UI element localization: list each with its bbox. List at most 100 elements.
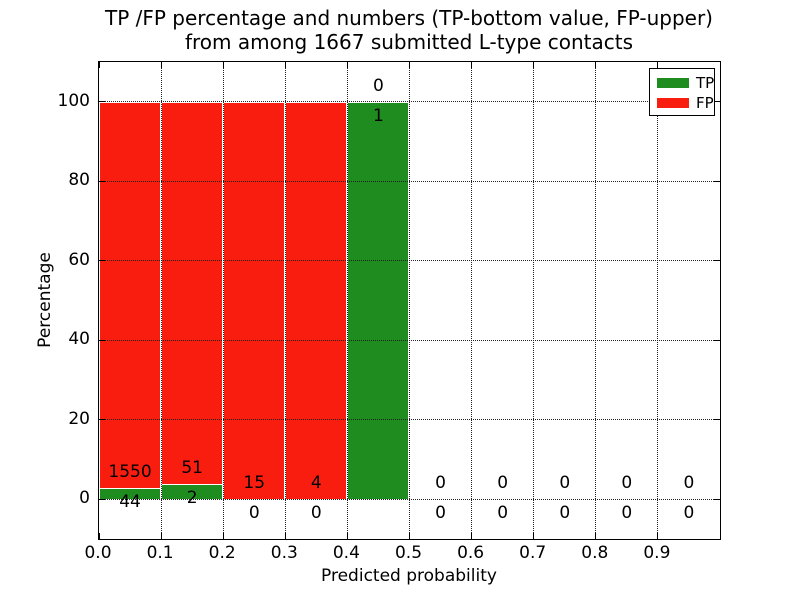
tp-bar-segment [161, 484, 224, 500]
fp-bar-segment [223, 101, 286, 500]
fp-count-label: 0 [373, 75, 384, 96]
y-tick-mark [99, 101, 105, 103]
legend-row-tp: TP [650, 73, 714, 93]
vertical-gridline [222, 62, 224, 539]
fp-count-label: 0 [435, 473, 446, 494]
y-tick-mark [714, 339, 720, 341]
x-tick-mark [471, 62, 473, 68]
grid-layer [99, 62, 720, 539]
x-tick-mark [284, 533, 286, 539]
bar-value-labels-layer: 1550 44 51 2 15 0 4 0 0 1 0 0 0 0 0 0 0 0 0 0 [99, 62, 720, 539]
y-tick-label: 40 [68, 329, 90, 350]
y-tick-mark [99, 498, 105, 500]
y-axis-label: Percentage [35, 252, 55, 348]
tp-count-label: 1 [373, 105, 384, 126]
fp-count-label: 51 [181, 458, 203, 479]
x-tick-label: 0.6 [457, 543, 485, 563]
legend-swatch-tp [657, 78, 689, 88]
x-axis-label: Predicted probability [321, 566, 497, 586]
y-tick-mark [99, 339, 105, 341]
x-tick-label: 0.1 [146, 543, 174, 563]
x-tick-mark [98, 533, 100, 539]
x-tick-mark [533, 533, 535, 539]
vertical-gridline [595, 62, 597, 539]
y-tick-label: 100 [57, 90, 90, 111]
tp-bar-segment [99, 488, 162, 500]
tp-count-label: 0 [683, 503, 695, 524]
fp-count-label: 0 [621, 473, 633, 494]
vertical-gridline [657, 62, 659, 539]
vertical-gridline [346, 62, 348, 539]
x-tick-label: 0.8 [581, 543, 609, 563]
x-tick-mark [222, 533, 224, 539]
x-tick-mark [222, 62, 224, 68]
x-tick-mark [160, 533, 162, 539]
tp-count-label: 0 [621, 503, 633, 524]
fp-bar-segment [285, 101, 348, 500]
y-tick-mark [99, 180, 105, 182]
y-tick-mark [714, 101, 720, 103]
x-tick-mark [409, 62, 410, 68]
y-tick-mark [99, 260, 105, 262]
legend: TP FP [649, 68, 715, 116]
x-tick-mark [346, 62, 348, 68]
x-tick-label: 0.2 [208, 543, 236, 563]
y-tick-label: 20 [68, 408, 90, 429]
tp-count-label: 2 [186, 488, 198, 509]
x-tick-label: 0.5 [394, 543, 423, 563]
x-tick-mark [595, 62, 597, 68]
x-tick-label: 0.7 [519, 543, 547, 563]
y-tick-mark [714, 260, 720, 262]
tp-count-label: 0 [497, 503, 509, 524]
x-tick-mark [471, 533, 473, 539]
y-tick-mark [99, 419, 105, 421]
fp-count-label: 0 [497, 473, 509, 494]
y-tick-mark [714, 180, 720, 182]
legend-swatch-fp [657, 98, 689, 108]
ticks-layer [98, 62, 720, 539]
y-tick-label: 0 [79, 488, 90, 509]
x-tick-mark [346, 533, 348, 539]
fp-bar-segment [99, 101, 162, 489]
vertical-gridline [160, 62, 162, 539]
x-tick-mark [409, 533, 410, 539]
x-tick-mark [98, 62, 100, 68]
x-tick-label: 0.9 [643, 543, 671, 563]
plot-area: 1550 44 51 2 15 0 4 0 0 1 0 0 0 0 0 0 0 0 0 0 TP FP [98, 61, 721, 540]
y-tick-label: 60 [68, 249, 90, 270]
y-tick-mark [714, 419, 720, 421]
vertical-gridline [471, 62, 473, 539]
tp-count-label: 0 [559, 503, 571, 524]
bars-layer [99, 62, 720, 539]
x-tick-label: 0.4 [332, 543, 360, 563]
x-tick-mark [160, 62, 162, 68]
vertical-gridline [409, 62, 410, 539]
x-tick-label: 0.3 [270, 543, 298, 563]
x-tick-mark [533, 62, 535, 68]
tp-count-label: 0 [310, 503, 322, 524]
chart-title-line-2: from among 1667 submitted L-type contact… [184, 30, 634, 54]
chart-title-line-1: TP /FP percentage and numbers (TP-bottom… [105, 6, 713, 30]
x-tick-mark [595, 533, 597, 539]
tp-bar-segment [347, 101, 410, 500]
fp-count-label: 1550 [108, 462, 152, 483]
legend-label-fp: FP [696, 94, 714, 112]
tp-count-label: 0 [435, 503, 446, 524]
fp-count-label: 4 [310, 473, 322, 494]
x-tick-mark [657, 533, 659, 539]
tp-count-label: 44 [119, 492, 141, 513]
vertical-gridline [284, 62, 286, 539]
vertical-gridline [533, 62, 535, 539]
x-tick-label: 0.0 [84, 543, 112, 563]
fp-count-label: 0 [559, 473, 571, 494]
legend-row-fp: FP [650, 93, 714, 113]
y-tick-mark [714, 498, 720, 500]
fp-count-label: 0 [683, 473, 695, 494]
tp-count-label: 0 [248, 503, 260, 524]
x-tick-mark [657, 62, 659, 68]
legend-label-tp: TP [696, 74, 715, 92]
y-tick-label: 80 [68, 170, 90, 191]
fp-count-label: 15 [243, 473, 266, 494]
x-tick-mark [284, 62, 286, 68]
